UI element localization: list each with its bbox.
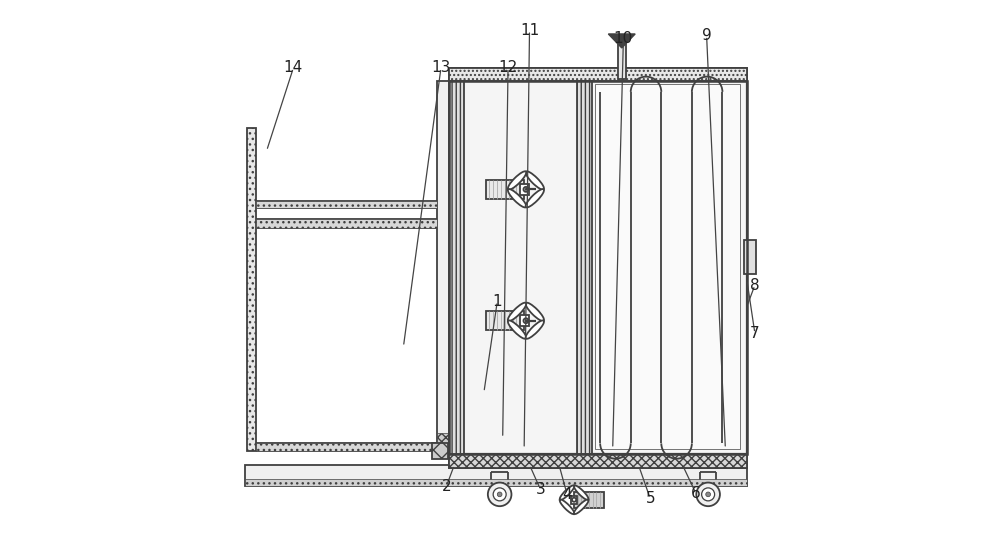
Text: 5: 5 <box>645 491 655 506</box>
Text: 3: 3 <box>535 482 545 497</box>
Bar <box>437 81 449 454</box>
Circle shape <box>525 188 527 190</box>
Bar <box>486 311 524 330</box>
Bar <box>571 495 577 504</box>
Text: 14: 14 <box>284 60 303 75</box>
Bar <box>256 201 437 208</box>
Circle shape <box>706 492 710 497</box>
Bar <box>449 454 747 468</box>
Bar <box>247 128 256 451</box>
Text: 6: 6 <box>691 486 701 501</box>
Bar <box>449 81 464 454</box>
Circle shape <box>523 318 528 323</box>
Bar <box>486 180 524 199</box>
Ellipse shape <box>560 499 574 514</box>
Bar <box>245 465 747 486</box>
Bar <box>449 81 747 454</box>
Ellipse shape <box>508 321 526 339</box>
Bar <box>437 433 449 454</box>
Circle shape <box>493 488 506 501</box>
Text: 9: 9 <box>702 28 711 43</box>
Text: 1: 1 <box>493 294 502 309</box>
Circle shape <box>702 488 715 501</box>
Ellipse shape <box>526 171 544 190</box>
Bar <box>744 239 756 274</box>
Text: 7: 7 <box>750 326 760 341</box>
Polygon shape <box>608 34 635 48</box>
Ellipse shape <box>508 303 526 321</box>
Bar <box>618 38 626 79</box>
Text: 11: 11 <box>520 23 539 38</box>
Text: 10: 10 <box>614 31 633 46</box>
Ellipse shape <box>508 189 526 208</box>
Ellipse shape <box>526 303 544 321</box>
Text: 12: 12 <box>498 60 518 75</box>
Ellipse shape <box>526 189 544 208</box>
Circle shape <box>488 483 511 506</box>
Text: 13: 13 <box>431 60 451 75</box>
Bar <box>449 68 747 81</box>
Circle shape <box>523 187 528 192</box>
Circle shape <box>696 483 720 506</box>
Circle shape <box>525 320 527 322</box>
Bar <box>449 454 747 468</box>
Ellipse shape <box>526 321 544 339</box>
Bar <box>245 479 747 486</box>
Bar <box>520 184 529 195</box>
Bar <box>256 443 437 451</box>
Circle shape <box>572 498 576 502</box>
Bar <box>449 81 747 454</box>
Circle shape <box>497 492 502 497</box>
Bar <box>595 84 740 449</box>
Ellipse shape <box>574 499 589 514</box>
Bar <box>577 81 592 454</box>
Ellipse shape <box>508 171 526 190</box>
Bar <box>256 220 437 228</box>
Bar <box>432 443 448 459</box>
Text: 8: 8 <box>750 278 760 293</box>
Text: 4: 4 <box>562 487 572 502</box>
Bar <box>520 315 529 327</box>
Bar <box>574 492 604 508</box>
Ellipse shape <box>574 485 589 500</box>
Text: 2: 2 <box>442 479 451 494</box>
Bar <box>449 68 747 81</box>
Ellipse shape <box>560 485 574 500</box>
